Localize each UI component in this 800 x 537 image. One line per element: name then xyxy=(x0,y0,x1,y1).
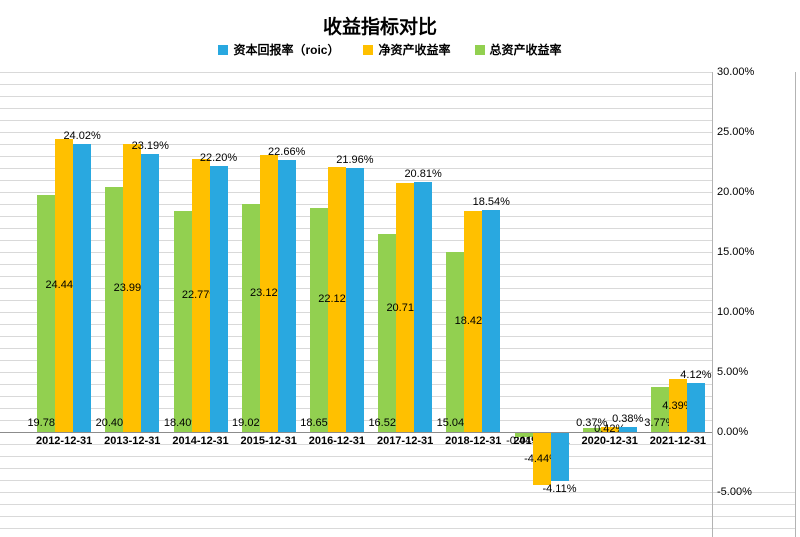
bar-roic xyxy=(73,143,92,432)
bar-roa xyxy=(37,194,56,432)
bar-roe xyxy=(532,432,551,486)
roa-series-swatch-icon xyxy=(474,44,485,55)
plot-right-border xyxy=(712,72,713,537)
gridline xyxy=(0,468,795,469)
bar-data-label: 18.54% xyxy=(472,195,510,208)
bar-data-label: 4.39% xyxy=(662,399,694,412)
bar-data-label: -0.44% xyxy=(506,435,541,447)
bar-data-label: 23.19% xyxy=(131,139,169,152)
y-axis-tick-label: 5.00% xyxy=(717,366,749,378)
bar-data-label: 22.20% xyxy=(199,151,238,164)
x-axis-tick-label: 2014-12-31 xyxy=(172,435,229,447)
sheet-right-border xyxy=(795,72,796,537)
gridline xyxy=(0,84,795,85)
bar-roe xyxy=(191,158,210,432)
bar-data-label: 0.38% xyxy=(612,413,644,426)
y-axis-tick-label: 30.00% xyxy=(717,66,755,78)
gridline xyxy=(0,168,795,169)
x-axis-tick-label: 2013-12-31 xyxy=(104,435,161,447)
bar-data-label: 20.81% xyxy=(404,168,442,181)
x-axis-tick-label: 2021-12-31 xyxy=(649,435,707,447)
x-axis-tick-label: 2016-12-31 xyxy=(308,435,366,447)
bar-roic xyxy=(414,182,433,432)
bar-roic xyxy=(209,165,228,432)
x-axis-tick-label: 2015-12-31 xyxy=(240,435,297,447)
gridline xyxy=(0,108,795,109)
gridline xyxy=(0,144,795,145)
bar-roe xyxy=(600,426,619,432)
legend-item-roic: 资本回报率（roic） xyxy=(218,41,339,58)
gridline xyxy=(0,132,795,133)
bar-roa xyxy=(650,386,669,432)
bar-roa xyxy=(514,432,533,438)
bar-data-label: -4.11% xyxy=(542,483,577,496)
gridline xyxy=(0,72,795,73)
y-axis-tick-label: 10.00% xyxy=(717,306,755,318)
gridline xyxy=(0,480,795,481)
bar-roe xyxy=(668,379,687,432)
y-axis-label-area xyxy=(713,72,795,491)
bar-roic xyxy=(345,168,364,432)
bar-roe xyxy=(464,210,483,432)
gridline xyxy=(0,156,795,157)
bar-roic xyxy=(550,432,569,482)
bar-data-label: 3.77% xyxy=(644,417,676,429)
bar-roic xyxy=(686,382,705,432)
bar-roe xyxy=(123,144,142,432)
legend-item-roa: 总资产收益率 xyxy=(474,41,562,58)
gridline xyxy=(0,96,795,97)
bar-data-label: 22.66% xyxy=(268,146,306,159)
legend-label: 总资产收益率 xyxy=(489,43,562,57)
gridline xyxy=(0,444,795,445)
gridline xyxy=(0,492,795,493)
gridline xyxy=(0,456,795,457)
bar-roa xyxy=(173,211,192,432)
gridline xyxy=(0,528,795,529)
gridline xyxy=(0,180,795,181)
x-axis-tick-label: 2018-12-31 xyxy=(445,435,502,447)
gridline xyxy=(0,516,795,517)
legend-label: 资本回报率（roic） xyxy=(233,43,340,57)
legend-label: 净资产收益率 xyxy=(378,43,451,57)
roic-series-swatch-icon xyxy=(218,44,229,55)
bar-roa xyxy=(446,251,465,432)
bar-roic xyxy=(618,427,637,432)
bar-data-label: 0.37% xyxy=(576,417,608,429)
y-axis-tick-label: 15.00% xyxy=(717,246,755,258)
bar-data-label: -4.44% xyxy=(524,452,559,465)
x-axis-tick-label: 2017-12-31 xyxy=(376,435,434,447)
chart-legend: 资本回报率（roic） 净资产收益率 总资产收益率 xyxy=(0,41,780,58)
y-axis-tick-label: 25.00% xyxy=(717,126,755,138)
y-axis-tick-label: -5.00% xyxy=(717,486,752,498)
bar-roa xyxy=(378,233,397,432)
bar-roa xyxy=(105,187,124,432)
bar-roe xyxy=(396,183,415,432)
bar-data-label: 4.12% xyxy=(680,368,712,381)
bar-roic xyxy=(141,153,160,432)
bar-roa xyxy=(309,208,328,432)
x-axis-line xyxy=(0,432,712,433)
y-axis-tick-label: 20.00% xyxy=(717,186,755,198)
y-axis-tick-label: 0.00% xyxy=(717,426,749,438)
bar-roe xyxy=(259,154,278,432)
bar-roe xyxy=(327,166,346,432)
bar-data-label: 21.96% xyxy=(336,154,374,167)
roe-series-swatch-icon xyxy=(363,44,374,55)
bar-roic xyxy=(277,160,296,432)
gridline xyxy=(0,504,795,505)
bar-roa xyxy=(582,427,601,432)
bar-data-label: 24.02% xyxy=(63,129,101,142)
bar-roa xyxy=(241,203,260,432)
bar-roic xyxy=(482,209,501,432)
legend-item-roe: 净资产收益率 xyxy=(363,41,451,58)
chart-title: 收益指标对比 xyxy=(322,17,437,38)
x-axis-tick-label: 2012-12-31 xyxy=(35,435,93,447)
bar-roe xyxy=(55,138,74,432)
x-axis-tick-label: 2020-12-31 xyxy=(581,435,638,447)
gridline xyxy=(0,120,795,121)
